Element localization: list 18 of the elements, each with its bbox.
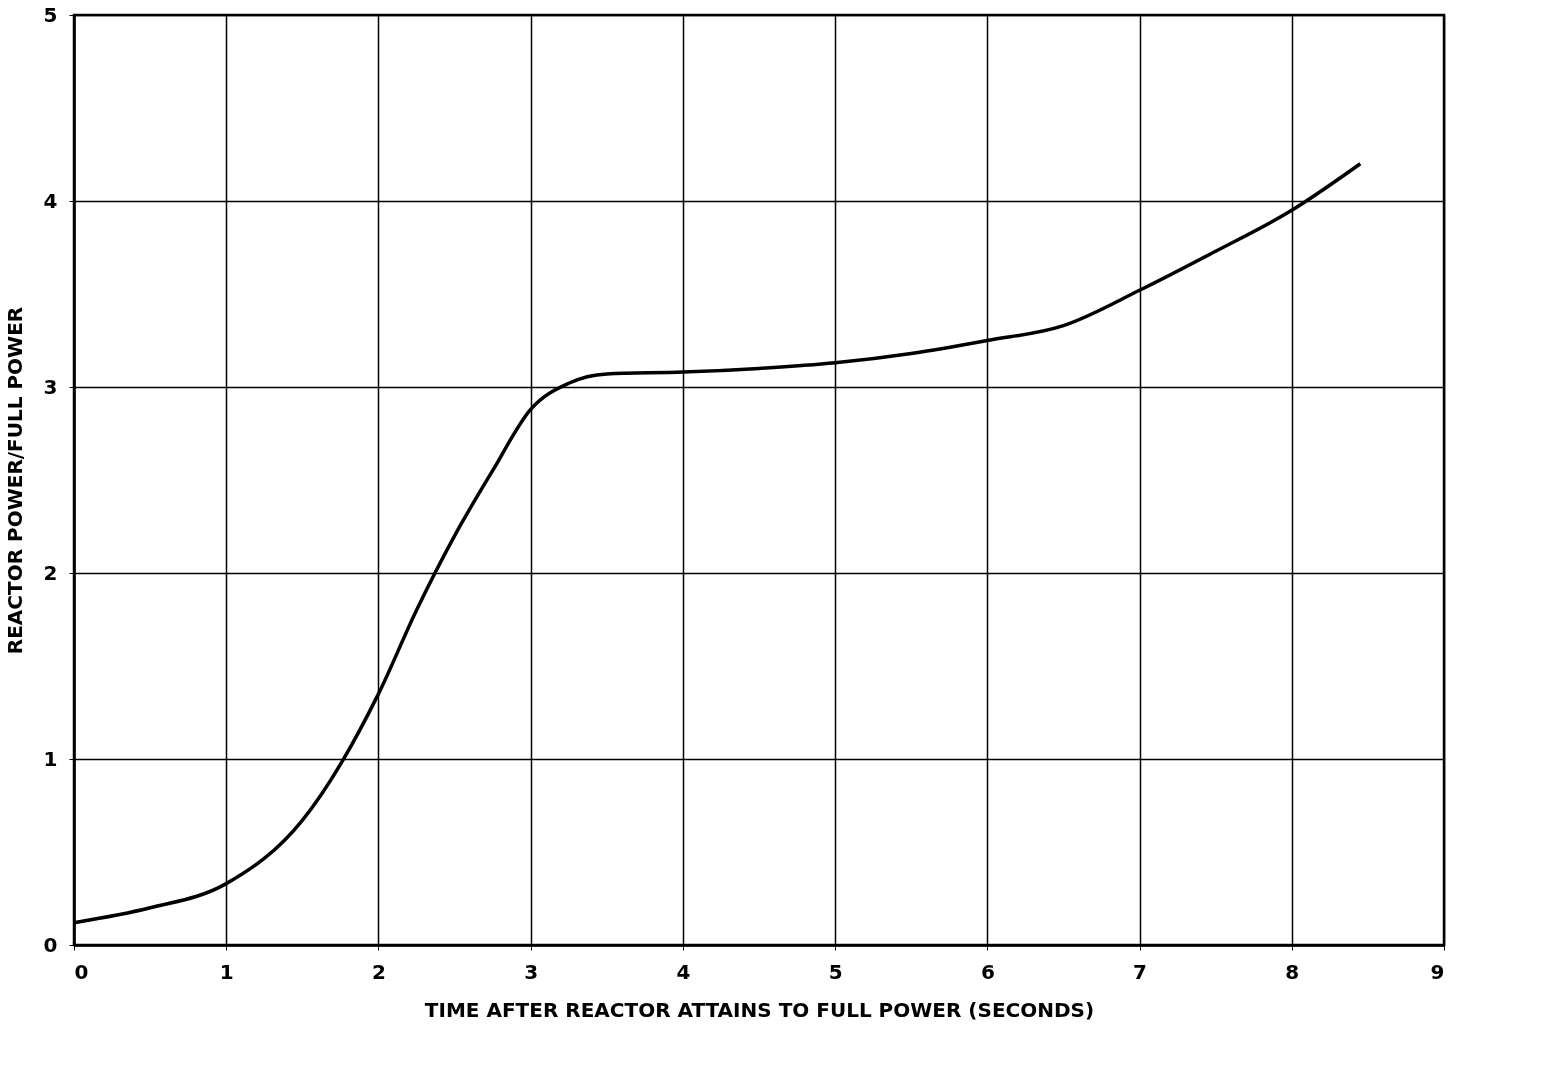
x-tick-label: 4	[676, 959, 691, 984]
y-tick-label: 4	[43, 188, 58, 213]
x-tick-label: 1	[219, 959, 234, 984]
x-tick-label: 3	[524, 959, 539, 984]
y-tick-label: 3	[43, 374, 58, 399]
y-tick-label: 1	[43, 746, 58, 771]
y-tick-label: 2	[43, 560, 58, 585]
x-tick-label: 9	[1430, 959, 1445, 984]
y-tick-label: 0	[43, 932, 58, 957]
x-tick-label: 2	[371, 959, 386, 984]
y-tick-label: 5	[43, 2, 58, 27]
x-tick-label: 6	[980, 959, 995, 984]
x-axis-title: TIME AFTER REACTOR ATTAINS TO FULL POWER (SECONDS)	[424, 997, 1095, 1022]
x-tick-label: 0	[74, 959, 89, 984]
x-tick-label: 5	[828, 959, 843, 984]
x-tick-label: 8	[1285, 959, 1300, 984]
y-axis-title: REACTOR POWER/FULL POWER	[2, 306, 27, 655]
x-tick-label: 7	[1133, 959, 1148, 984]
